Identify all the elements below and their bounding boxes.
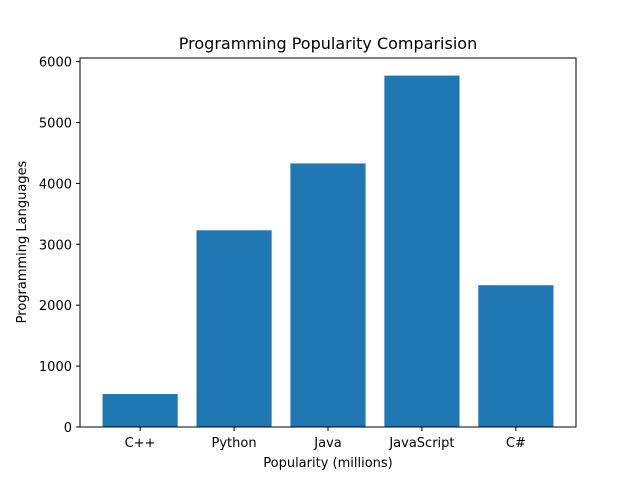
y-tick-label: 4000 (39, 177, 72, 192)
bar-python (196, 230, 272, 427)
x-tick-label: JavaScript (388, 436, 454, 451)
x-tick-label: C++ (125, 436, 156, 451)
bar-cpp (102, 394, 178, 427)
x-axis-label: Popularity (millions) (263, 456, 393, 471)
bar-javascript (384, 75, 460, 427)
y-tick-label: 3000 (39, 238, 72, 253)
y-axis-label: Programming Languages (15, 160, 30, 323)
y-tick-label: 5000 (39, 116, 72, 131)
y-tick-label: 6000 (39, 56, 72, 71)
y-tick-label: 1000 (39, 360, 72, 375)
x-tick-label: Java (313, 436, 341, 451)
chart-title: Programming Popularity Comparision (179, 34, 477, 53)
y-tick-label: 2000 (39, 299, 72, 314)
bar-java (290, 163, 366, 428)
x-tick-label: Python (212, 436, 257, 451)
y-tick-label: 0 (64, 421, 72, 436)
x-tick-label: C# (506, 436, 526, 451)
bar-csharp (478, 285, 554, 427)
